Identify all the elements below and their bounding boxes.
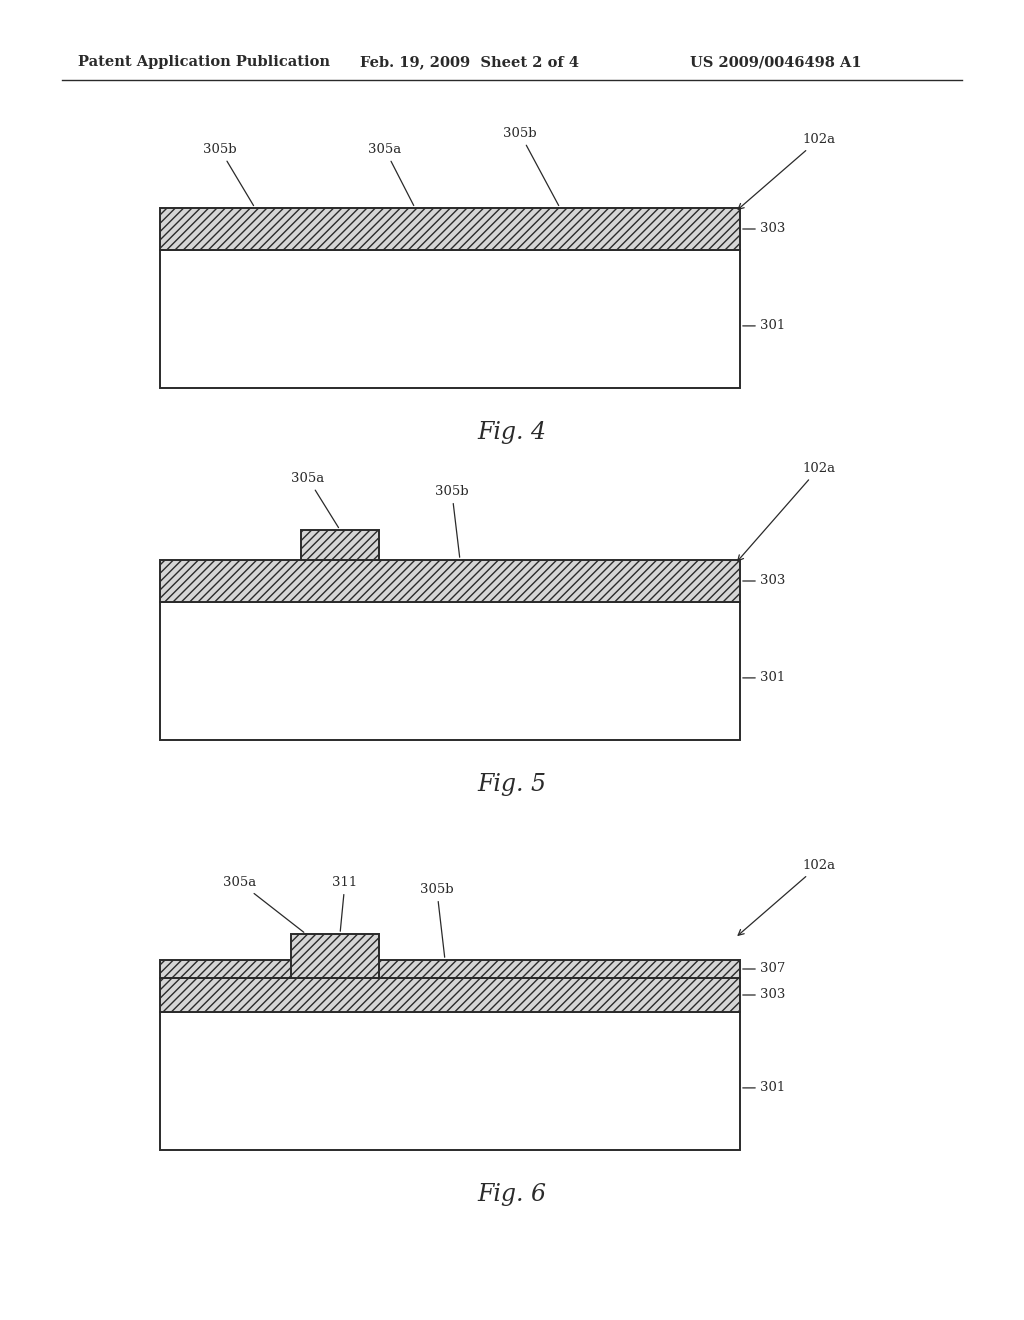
Text: Fig. 4: Fig. 4 — [477, 421, 547, 445]
Bar — [160, 249, 740, 388]
Bar — [160, 960, 740, 978]
Text: Fig. 5: Fig. 5 — [477, 774, 547, 796]
Text: 305b: 305b — [203, 143, 254, 206]
Bar — [160, 602, 740, 741]
Text: 305b: 305b — [420, 883, 454, 957]
Bar — [160, 1012, 740, 1150]
Text: 102a: 102a — [738, 859, 836, 936]
Text: 303: 303 — [760, 223, 785, 235]
Text: 301: 301 — [760, 319, 785, 333]
Text: 305b: 305b — [435, 484, 469, 557]
Text: Feb. 19, 2009  Sheet 2 of 4: Feb. 19, 2009 Sheet 2 of 4 — [360, 55, 579, 69]
Text: 305a: 305a — [369, 143, 414, 206]
Text: 102a: 102a — [738, 133, 836, 210]
Bar — [160, 560, 740, 602]
Text: 301: 301 — [760, 672, 785, 684]
Text: 102a: 102a — [737, 462, 836, 561]
Bar — [160, 978, 740, 1012]
Bar — [301, 531, 379, 560]
Text: 301: 301 — [760, 1081, 785, 1094]
Bar — [291, 935, 379, 978]
Text: 305b: 305b — [503, 127, 559, 206]
Bar — [160, 209, 740, 249]
Text: Patent Application Publication: Patent Application Publication — [78, 55, 330, 69]
Text: 303: 303 — [760, 989, 785, 1002]
Text: 311: 311 — [333, 876, 357, 931]
Text: Fig. 6: Fig. 6 — [477, 1184, 547, 1206]
Text: 305a: 305a — [223, 876, 304, 932]
Text: 307: 307 — [760, 962, 785, 975]
Text: 303: 303 — [760, 574, 785, 587]
Text: 305a: 305a — [292, 473, 339, 528]
Text: US 2009/0046498 A1: US 2009/0046498 A1 — [690, 55, 861, 69]
